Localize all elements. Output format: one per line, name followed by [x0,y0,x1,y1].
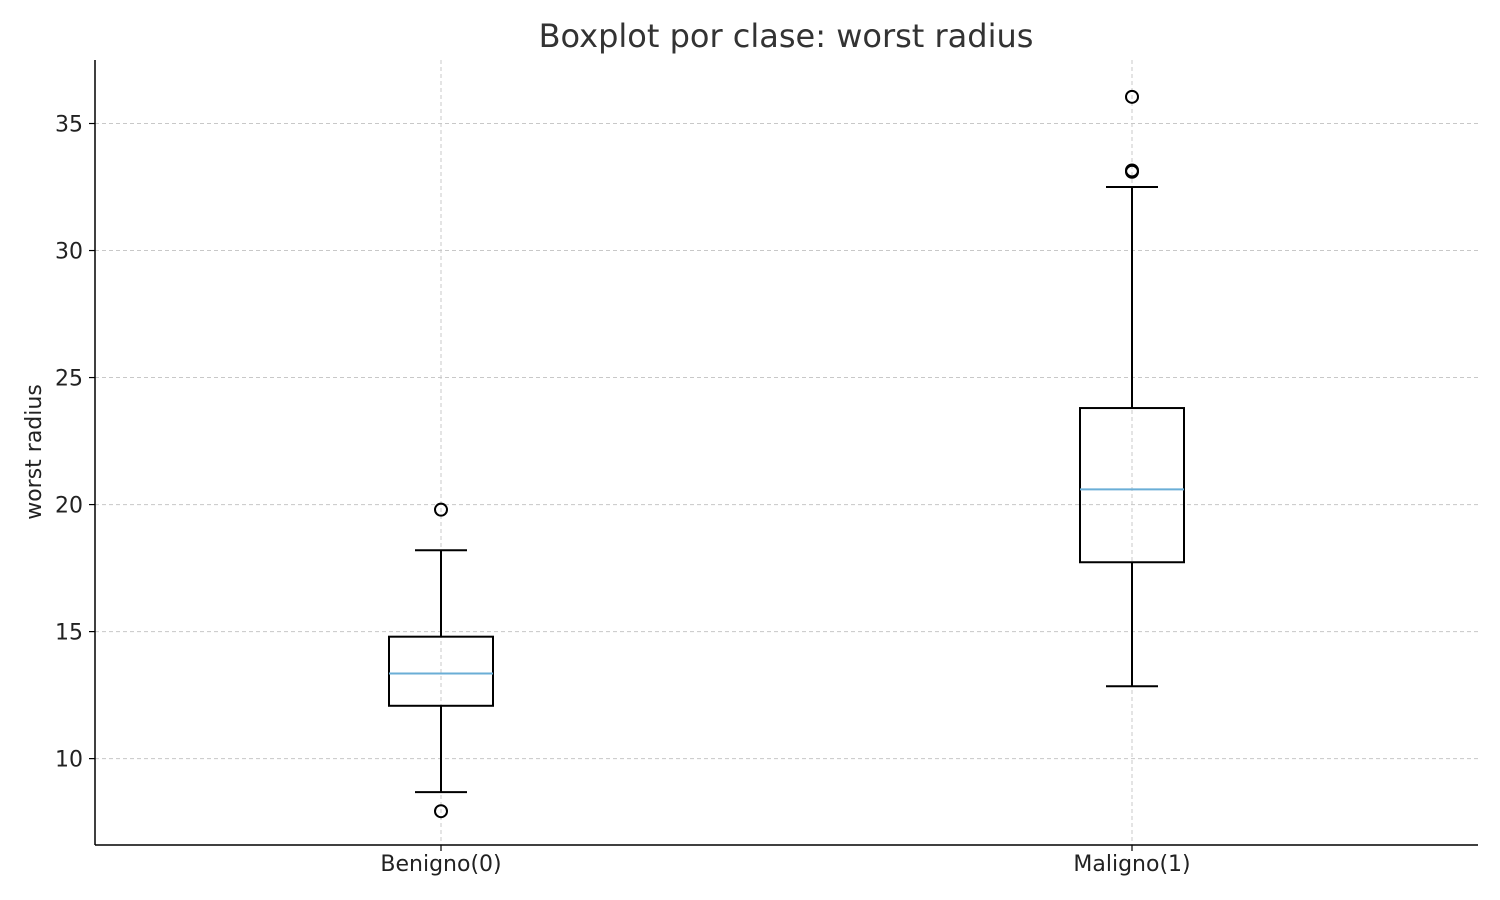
box-group [1079,89,1185,688]
outlier-point [1125,163,1139,178]
axes-layer: 10 15 20 25 30 35 Benigno(0) Maligno(1) [55,60,1478,877]
boxes-layer [388,89,1185,819]
iqr-box [388,635,494,707]
outlier-point [1125,89,1139,104]
y-tick-label: 35 [55,113,83,138]
outlier-point [434,502,448,517]
y-tick-label: 25 [55,367,83,392]
y-tick-label: 10 [55,748,83,773]
grid-layer [95,60,1478,845]
y-tick-label: 30 [55,240,83,265]
iqr-box [1079,407,1185,564]
x-tick-label: Maligno(1) [1073,852,1190,877]
y-tick-label: 20 [55,494,83,519]
box-group [388,502,494,819]
y-tick-label: 15 [55,621,83,646]
y-axis-label: worst radius [22,384,47,520]
x-tick-label: Benigno(0) [380,852,501,877]
chart-title: Boxplot por clase: worst radius [539,17,1034,55]
outlier-point [434,804,448,819]
